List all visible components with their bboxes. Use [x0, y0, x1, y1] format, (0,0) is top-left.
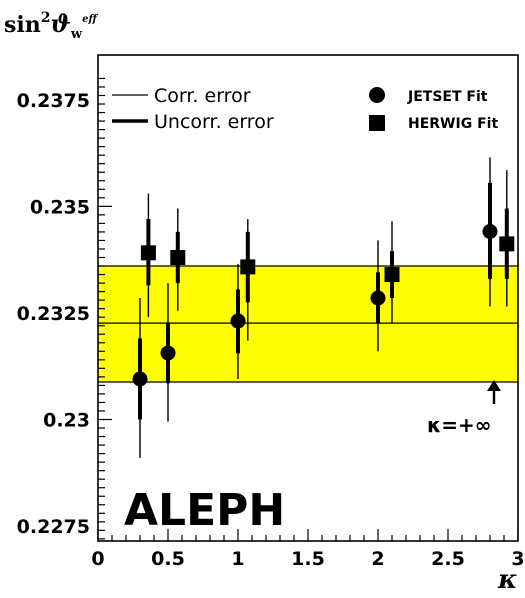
jetset-point	[132, 371, 148, 387]
average-band	[98, 266, 518, 382]
jetset-point	[482, 223, 498, 239]
legend-jetset-label: JETSET Fit	[407, 89, 488, 105]
herwig-point	[384, 267, 400, 283]
y-axis-title: sin2ϑweff	[4, 9, 98, 42]
jetset-point	[160, 345, 176, 361]
legend-corr-label: Corr. error	[154, 85, 251, 107]
x-tick-label: 3	[511, 548, 524, 570]
y-tick-label: 0.2375	[17, 90, 90, 112]
infinity-label: κ=+∞	[427, 413, 491, 437]
x-tick-label: 0.5	[151, 548, 185, 570]
x-tick-label: 1	[231, 548, 244, 570]
x-tick-label: 0	[91, 548, 104, 570]
herwig-point	[499, 236, 515, 252]
herwig-point	[140, 245, 156, 261]
herwig-point	[240, 259, 256, 275]
x-tick-label: 2.5	[431, 548, 465, 570]
x-tick-label: 2	[371, 548, 384, 570]
herwig-point	[170, 250, 186, 265]
legend: Corr. error Uncorr. error JETSET Fit HER…	[112, 85, 498, 133]
x-axis-title: κ	[497, 565, 518, 595]
legend-uncorr-label: Uncorr. error	[154, 111, 274, 133]
jetset-point	[230, 313, 246, 329]
infinity-arrow-head	[487, 380, 501, 391]
plot-area: 0 0.5 1 1.5 2 2.5 3 0.2275 0.23 0.2325 0.235 0.2375	[17, 54, 525, 570]
legend-herwig-marker	[369, 115, 385, 131]
y-tick-label: 0.2275	[17, 516, 90, 538]
infinity-annotation: κ=+∞	[427, 380, 501, 437]
x-tick-label: 1.5	[291, 548, 325, 570]
legend-jetset-marker	[369, 87, 385, 103]
y-tick-label: 0.2325	[17, 303, 90, 325]
y-tick-label: 0.235	[30, 196, 90, 218]
legend-herwig-label: HERWIG Fit	[408, 116, 498, 132]
experiment-label: ALEPH	[124, 485, 285, 536]
y-tick-label: 0.23	[43, 410, 90, 432]
jetset-point	[370, 290, 386, 306]
